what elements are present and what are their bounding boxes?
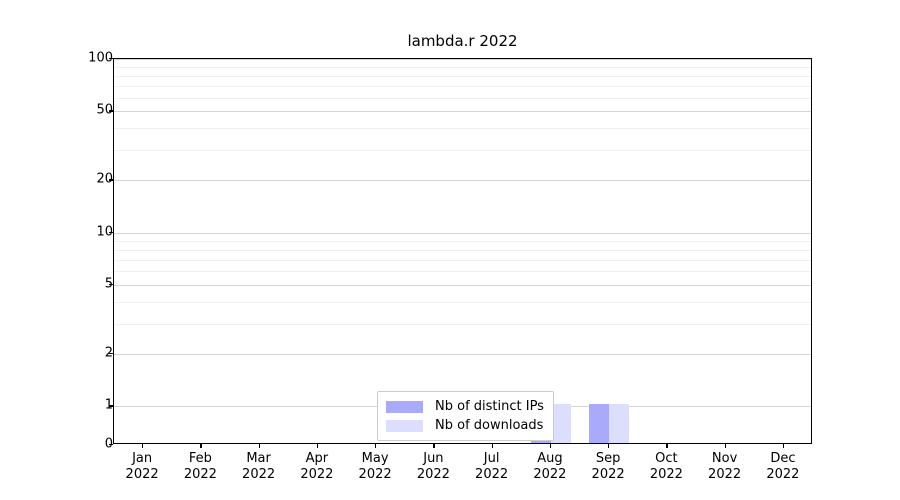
x-tick-month: Oct: [655, 451, 678, 466]
gridline-minor: [114, 66, 811, 68]
legend-label: Nb of downloads: [435, 418, 544, 433]
x-tick-label: Oct 2022: [631, 451, 701, 483]
x-tick-mark: [666, 444, 668, 448]
x-tick-label: Jul 2022: [457, 451, 527, 483]
x-tick-month: Nov: [711, 451, 738, 466]
x-tick-year: 2022: [242, 467, 276, 482]
x-tick-year: 2022: [300, 467, 334, 482]
legend-label: Nb of distinct IPs: [435, 399, 544, 414]
x-tick-year: 2022: [649, 467, 683, 482]
x-tick-month: Mar: [246, 451, 271, 466]
x-tick-year: 2022: [591, 467, 625, 482]
x-tick-mark: [258, 444, 260, 448]
y-tick-label: 1: [67, 399, 113, 412]
y-tick-mark: [109, 179, 113, 181]
chart-title: lambda.r 2022: [407, 32, 518, 50]
x-tick-year: 2022: [475, 467, 509, 482]
x-tick-label: Apr 2022: [282, 451, 352, 483]
x-tick-label: Sep 2022: [573, 451, 643, 483]
y-tick-label: 5: [67, 278, 113, 291]
y-tick-mark: [109, 405, 113, 407]
x-tick-month: Apr: [305, 451, 329, 466]
y-tick-label: 20: [96, 171, 113, 187]
x-tick-label: Nov 2022: [690, 451, 760, 483]
gridline-minor: [114, 240, 811, 242]
bar-distinct-ips-8: [589, 404, 610, 443]
y-tick-label: 0: [67, 438, 113, 451]
y-axis: 1005020105210: [58, 52, 113, 451]
y-tick-mark: [109, 231, 113, 233]
legend-item[interactable]: Nb of downloads: [386, 416, 544, 435]
bar-downloads-7: [550, 404, 571, 443]
x-tick-month: Jun: [423, 451, 444, 466]
gridline-minor: [114, 301, 811, 303]
x-tick-mark: [200, 444, 202, 448]
x-axis: Jan 2022 Feb 2022 Mar 2022 Apr 2022 May 2022 Jun 20…: [113, 444, 812, 494]
x-tick-label: Dec 2022: [748, 451, 818, 483]
y-tick-mark: [109, 110, 113, 112]
x-tick-year: 2022: [125, 467, 159, 482]
gridline-major: [114, 285, 811, 286]
x-tick-mark: [375, 444, 377, 448]
y-tick-mark: [109, 58, 113, 60]
x-tick-label: Jan 2022: [107, 451, 177, 483]
x-tick-year: 2022: [708, 467, 742, 482]
x-tick-mark: [549, 444, 552, 448]
x-tick-label: May 2022: [340, 451, 410, 483]
x-tick-label: Aug 2022: [515, 451, 585, 483]
gridline-major: [114, 59, 811, 60]
gridline-minor: [114, 259, 811, 261]
gridline-major: [114, 354, 811, 356]
x-tick-mark: [608, 444, 610, 448]
y-tick-label: 2: [67, 347, 113, 360]
x-tick-mark: [142, 444, 144, 448]
gridline-minor: [114, 75, 811, 77]
x-tick-year: 2022: [358, 467, 392, 482]
x-tick-month: Sep: [595, 451, 621, 466]
x-tick-month: Dec: [770, 451, 796, 466]
x-tick-mark: [782, 444, 785, 448]
x-tick-mark: [433, 444, 435, 448]
x-tick-mark: [724, 444, 726, 448]
x-tick-year: 2022: [766, 467, 800, 482]
x-tick-mark: [316, 444, 319, 448]
x-tick-month: Feb: [188, 451, 212, 466]
x-tick-label: Feb 2022: [165, 451, 235, 483]
x-tick-mark: [491, 444, 493, 448]
gridline-major: [114, 180, 811, 182]
x-tick-label: Jun 2022: [398, 451, 468, 483]
gridline-minor: [114, 271, 811, 273]
gridline-minor: [114, 323, 811, 325]
gridline-minor: [114, 128, 811, 130]
legend-swatch-icon: [386, 400, 423, 413]
y-tick-label: 50: [96, 102, 113, 118]
gridline-minor: [114, 97, 811, 99]
x-tick-month: May: [361, 451, 389, 466]
y-tick-mark: [109, 353, 113, 355]
y-tick-mark: [109, 444, 113, 446]
gridline-major: [114, 232, 811, 234]
plot-area: [113, 58, 812, 444]
legend-item[interactable]: Nb of distinct IPs: [386, 397, 544, 416]
bar-downloads-8: [609, 404, 630, 443]
legend-swatch-icon: [386, 419, 423, 432]
chart-legend: Nb of distinct IPs Nb of downloads: [377, 391, 554, 441]
x-tick-year: 2022: [533, 467, 567, 482]
x-tick-month: Jul: [483, 451, 500, 466]
x-tick-label: Mar 2022: [224, 451, 294, 483]
x-tick-year: 2022: [183, 467, 217, 482]
gridline-minor: [114, 149, 811, 151]
y-tick-label: 100: [88, 50, 113, 66]
gridline-minor: [114, 85, 811, 87]
x-tick-month: Jan: [132, 451, 153, 466]
y-tick-label: 10: [96, 224, 113, 240]
x-tick-year: 2022: [416, 467, 450, 482]
y-tick-mark: [109, 284, 113, 286]
x-tick-month: Aug: [537, 451, 563, 466]
gridline-minor: [114, 249, 811, 251]
gridline-major: [114, 111, 811, 113]
